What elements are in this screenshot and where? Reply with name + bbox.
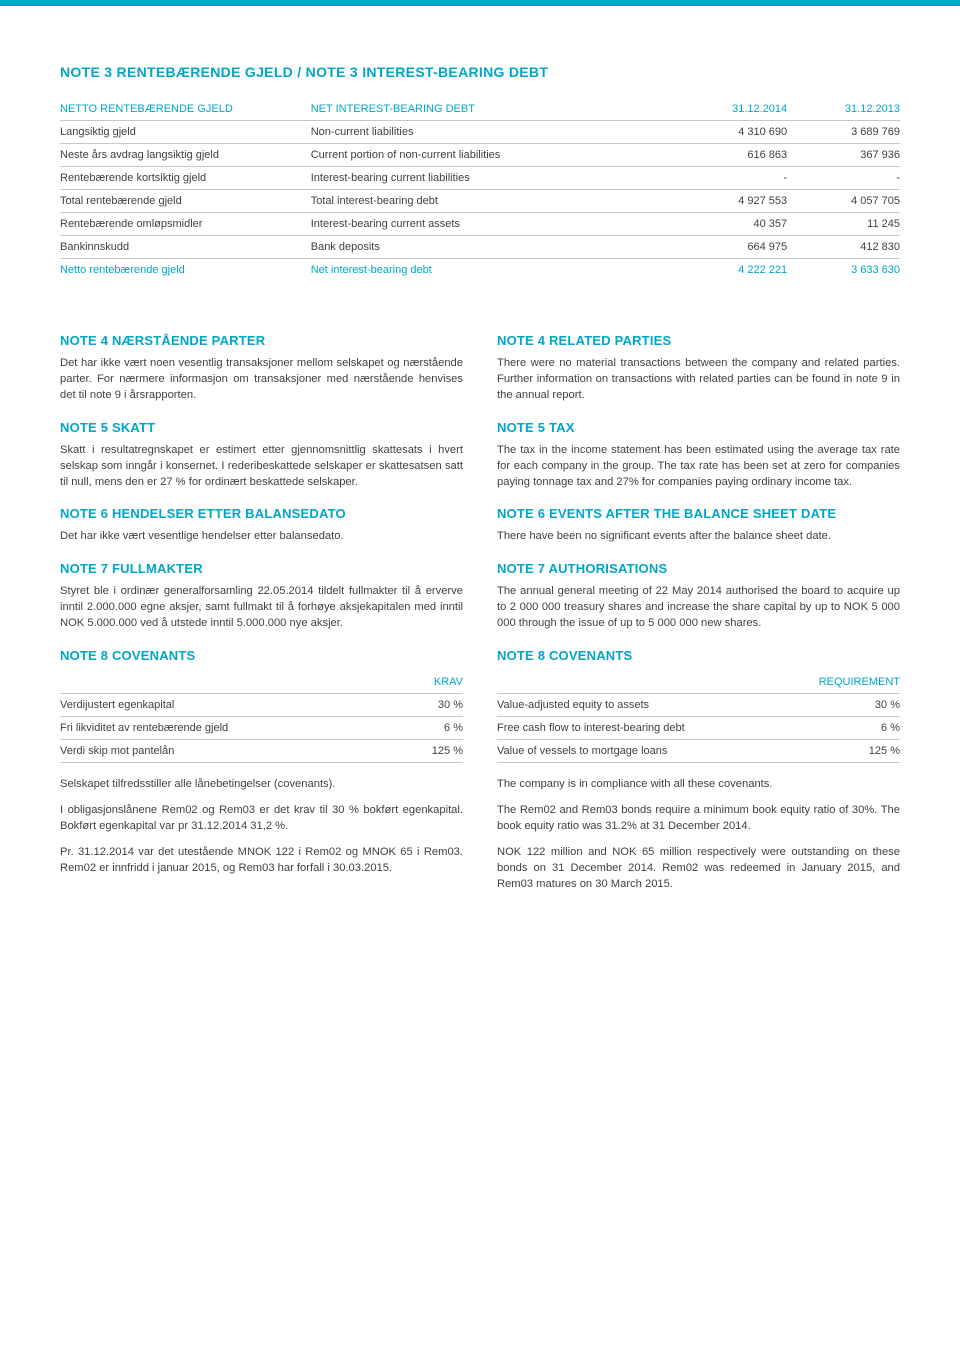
cell: Net interest-bearing debt: [311, 259, 675, 282]
note8-en-title: NOTE 8 COVENANTS: [497, 648, 900, 663]
cov-header: REQUIREMENT: [778, 671, 900, 694]
cell: Neste års avdrag langsiktig gjeld: [60, 144, 311, 167]
note8-no-p2: I obligasjonslånene Rem02 og Rem03 er de…: [60, 803, 463, 835]
note8-en-p1: The company is in compliance with all th…: [497, 777, 900, 793]
cell: Langsiktig gjeld: [60, 121, 311, 144]
page-content: NOTE 3 RENTEBÆRENDE GJELD / NOTE 3 INTER…: [0, 6, 960, 939]
note4-en-body: There were no material transactions betw…: [497, 356, 900, 404]
cell: 616 863: [674, 144, 787, 167]
table-header: NETTO RENTEBÆRENDE GJELD: [60, 98, 311, 121]
note8-no-title: NOTE 8 COVENANTS: [60, 648, 463, 663]
left-column: NOTE 4 NÆRSTÅENDE PARTER Det har ikke væ…: [60, 317, 463, 899]
note5-no-title: NOTE 5 SKATT: [60, 420, 463, 435]
note5-en-title: NOTE 5 TAX: [497, 420, 900, 435]
cov-value: 30 %: [778, 694, 900, 717]
note7-no-title: NOTE 7 FULLMAKTER: [60, 561, 463, 576]
table-header: 31.12.2013: [787, 98, 900, 121]
cov-value: 125 %: [778, 740, 900, 763]
cell: Total rentebærende gjeld: [60, 190, 311, 213]
note8-en-p2: The Rem02 and Rem03 bonds require a mini…: [497, 803, 900, 835]
note6-no-body: Det har ikke vært vesentlige hendelser e…: [60, 529, 463, 545]
cell: 3 689 769: [787, 121, 900, 144]
cell: Interest-bearing current liabilities: [311, 167, 675, 190]
cov-header: KRAV: [400, 671, 463, 694]
cell: 4 310 690: [674, 121, 787, 144]
two-column-layout: NOTE 4 NÆRSTÅENDE PARTER Det har ikke væ…: [60, 317, 900, 899]
right-column: NOTE 4 RELATED PARTIES There were no mat…: [497, 317, 900, 899]
cov-label: Verdi skip mot pantelån: [60, 740, 400, 763]
cov-value: 6 %: [400, 717, 463, 740]
note8-en-p3: NOK 122 million and NOK 65 million respe…: [497, 845, 900, 893]
cell: 412 830: [787, 236, 900, 259]
cov-value: 30 %: [400, 694, 463, 717]
covenants-en-table: REQUIREMENT Value-adjusted equity to ass…: [497, 671, 900, 763]
cov-label: Verdijustert egenkapital: [60, 694, 400, 717]
table-header: 31.12.2014: [674, 98, 787, 121]
cell: 11 245: [787, 213, 900, 236]
table-header: NET INTEREST-BEARING DEBT: [311, 98, 675, 121]
note6-en-body: There have been no significant events af…: [497, 529, 900, 545]
note3-table: NETTO RENTEBÆRENDE GJELD NET INTEREST-BE…: [60, 98, 900, 281]
cov-label: Fri likviditet av rentebærende gjeld: [60, 717, 400, 740]
cell: -: [674, 167, 787, 190]
cell: 4 927 553: [674, 190, 787, 213]
cell: -: [787, 167, 900, 190]
cell: 367 936: [787, 144, 900, 167]
cell: Total interest-bearing debt: [311, 190, 675, 213]
note7-en-body: The annual general meeting of 22 May 201…: [497, 584, 900, 632]
note8-no-p1: Selskapet tilfredsstiller alle lånebetin…: [60, 777, 463, 793]
note4-no-title: NOTE 4 NÆRSTÅENDE PARTER: [60, 333, 463, 348]
cov-value: 125 %: [400, 740, 463, 763]
cov-value: 6 %: [778, 717, 900, 740]
note4-en-title: NOTE 4 RELATED PARTIES: [497, 333, 900, 348]
cov-label: Value-adjusted equity to assets: [497, 694, 778, 717]
note5-no-body: Skatt i resultatregnskapet er estimert e…: [60, 443, 463, 491]
cell: Current portion of non-current liabiliti…: [311, 144, 675, 167]
cell: Bank deposits: [311, 236, 675, 259]
cell: 4 057 705: [787, 190, 900, 213]
cell: Bankinnskudd: [60, 236, 311, 259]
note6-en-title: NOTE 6 EVENTS AFTER THE BALANCE SHEET DA…: [497, 506, 900, 521]
cov-label: Value of vessels to mortgage loans: [497, 740, 778, 763]
cell: 40 357: [674, 213, 787, 236]
note7-no-body: Styret ble i ordinær generalforsamling 2…: [60, 584, 463, 632]
note3-title: NOTE 3 RENTEBÆRENDE GJELD / NOTE 3 INTER…: [60, 64, 900, 80]
cov-label: Free cash flow to interest-bearing debt: [497, 717, 778, 740]
note4-no-body: Det har ikke vært noen vesentlig transak…: [60, 356, 463, 404]
cell: 664 975: [674, 236, 787, 259]
note6-no-title: NOTE 6 HENDELSER ETTER BALANSEDATO: [60, 506, 463, 521]
cell: Rentebærende kortsiktig gjeld: [60, 167, 311, 190]
cell: Non-current liabilities: [311, 121, 675, 144]
cell: Rentebærende omløpsmidler: [60, 213, 311, 236]
note5-en-body: The tax in the income statement has been…: [497, 443, 900, 491]
cell: 4 222 221: [674, 259, 787, 282]
note7-en-title: NOTE 7 AUTHORISATIONS: [497, 561, 900, 576]
cell: Netto rentebærende gjeld: [60, 259, 311, 282]
covenants-no-table: KRAV Verdijustert egenkapital30 % Fri li…: [60, 671, 463, 763]
cell: 3 633 630: [787, 259, 900, 282]
cell: Interest-bearing current assets: [311, 213, 675, 236]
note8-no-p3: Pr. 31.12.2014 var det utestående MNOK 1…: [60, 845, 463, 877]
